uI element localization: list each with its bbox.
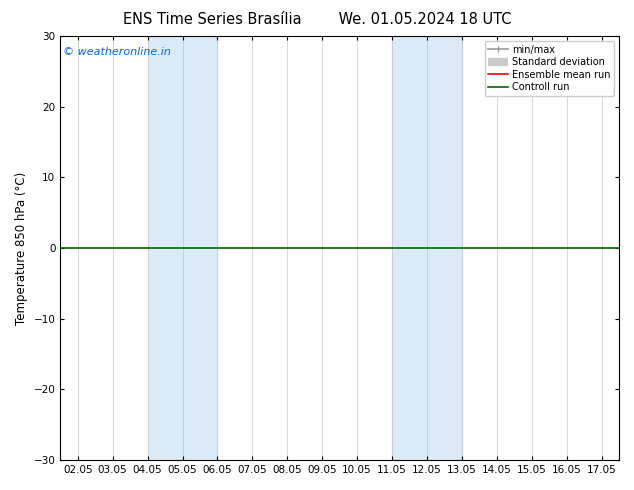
Legend: min/max, Standard deviation, Ensemble mean run, Controll run: min/max, Standard deviation, Ensemble me… [484,41,614,96]
Y-axis label: Temperature 850 hPa (°C): Temperature 850 hPa (°C) [15,172,28,325]
Text: ENS Time Series Brasília        We. 01.05.2024 18 UTC: ENS Time Series Brasília We. 01.05.2024 … [123,12,511,27]
Bar [392,36,462,460]
Bar [148,36,217,460]
Text: © weatheronline.in: © weatheronline.in [63,47,171,57]
